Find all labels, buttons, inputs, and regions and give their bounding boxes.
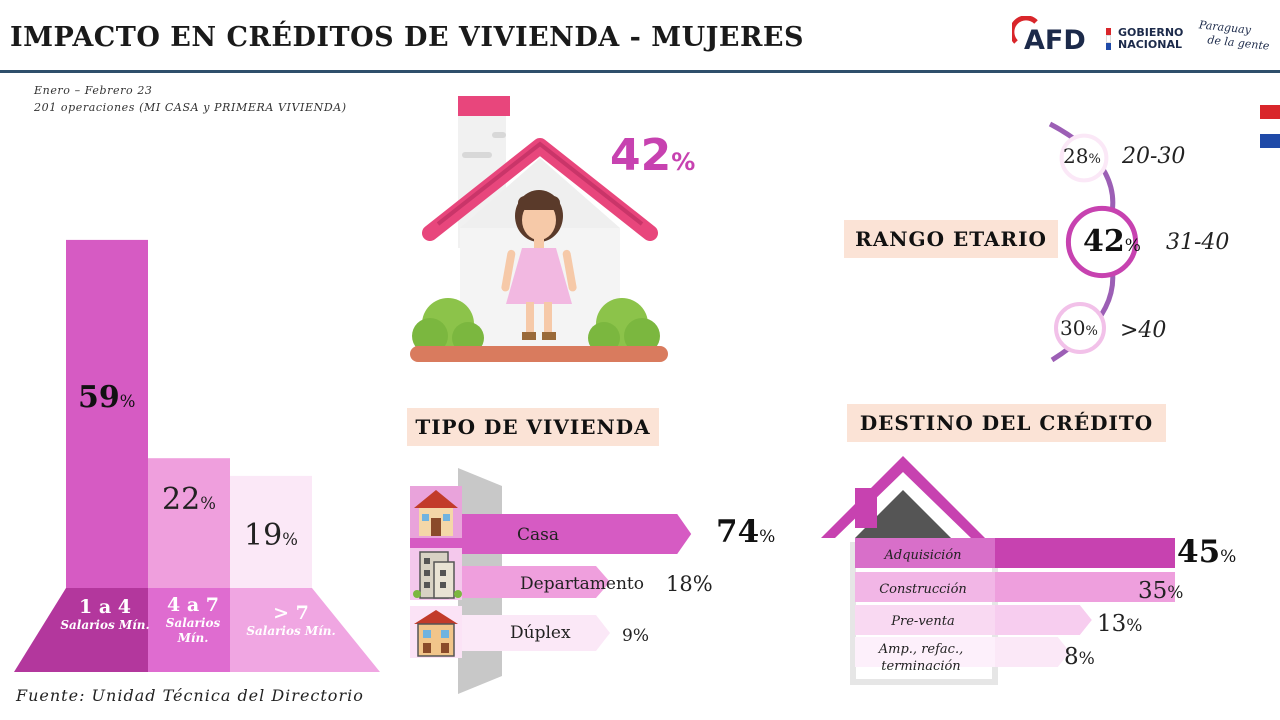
rango-circle-1 [1059,133,1109,183]
rango-value-1: 28% [1063,144,1101,168]
afd-logo-text: AFD [1024,25,1086,56]
salary-base-segment-1 [14,588,148,672]
salary-bar-2 [148,458,230,588]
salary-bar-1 [66,239,148,588]
tipo-label-casa: Casa [517,525,560,545]
rango-circle-2 [1065,205,1139,279]
rango-etario-chart [1048,121,1139,363]
header-divider [0,70,1280,73]
tipo-vivienda-chart [410,468,692,694]
destino-label-3: Pre-venta [891,614,955,629]
flag-red-stripe [1260,105,1280,119]
tipo-bar-1 [410,514,692,554]
page-title: IMPACTO EN CRÉDITOS DE VIVIENDA - MUJERE… [10,22,805,53]
apartment-building-icon [413,551,462,599]
paraguay-logo: Paraguay de la gente [1198,18,1270,53]
salary-category-3: > 7 Salarios Mín. [246,602,336,638]
destino-bar-3 [995,605,1092,635]
salary-category-2: 4 a 7 Salarios Mín. [165,594,221,645]
destino-label-2: Construcción [879,582,967,597]
destino-label-box-4 [855,637,995,667]
rango-label-2: 31-40 [1166,230,1230,255]
afd-logo: AFD [1012,16,1086,56]
tipo-value-departamento: 18% [666,572,713,596]
source-note: Fuente: Unidad Técnica del Directorio [16,686,364,705]
salary-chart [14,239,380,672]
tipo-vivienda-title: TIPO DE VIVIENDA [407,408,659,446]
duplex-icon [414,610,458,657]
destino-bar-1 [995,538,1175,568]
operations-label: 201 operaciones (MI CASA y PRIMERA VIVIE… [34,101,347,114]
rango-label-3: >40 [1120,318,1167,343]
destino-label-box-2 [855,572,995,602]
flag-blue-stripe [1260,134,1280,148]
destino-label-4: Amp., refac., terminación [878,642,964,674]
house-with-woman-icon [400,88,680,368]
salary-base-segment-3 [230,588,380,672]
rango-value-3: 30% [1060,316,1098,340]
tipo-value-casa: 74% [716,514,776,550]
salary-value-3: 19% [244,518,298,553]
rango-value-2: 42% [1083,224,1141,259]
house-icon [414,490,458,536]
rango-circle-3 [1054,302,1106,354]
destino-label-box-1 [855,538,995,568]
destino-credito-title: DESTINO DEL CRÉDITO [847,404,1166,442]
destino-value-2: 35% [1138,578,1184,604]
destino-bar-2 [995,572,1175,602]
salary-base-segment-2 [148,588,230,672]
salary-bar-3 [230,475,312,588]
flag-mark [1106,28,1111,50]
tipo-value-duplex: 9% [622,626,649,646]
salary-value-1: 59% [78,380,136,415]
gobierno-nacional-logo: GOBIERNO NACIONAL [1118,26,1184,51]
rango-label-1: 20-30 [1122,144,1186,169]
destino-value-1: 45% [1177,534,1237,570]
tipo-label-departamento: Departamento [520,574,644,594]
house-outline-icon [821,456,998,685]
salary-value-2: 22% [162,482,216,517]
salary-category-1: 1 a 4 Salarios Mín. [60,596,150,632]
women-share-value: 42% [610,130,696,181]
destino-label-1: Adquisición [884,548,962,563]
rango-etario-title: RANGO ETARIO [844,220,1058,258]
destino-bar-4 [995,637,1070,667]
destino-label-box-3 [855,605,995,635]
destino-value-3: 13% [1097,611,1143,637]
period-label: Enero – Febrero 23 [34,84,153,97]
tipo-label-duplex: Dúplex [510,623,571,643]
destino-credito-chart [821,456,1175,685]
destino-value-4: 8% [1064,644,1095,670]
